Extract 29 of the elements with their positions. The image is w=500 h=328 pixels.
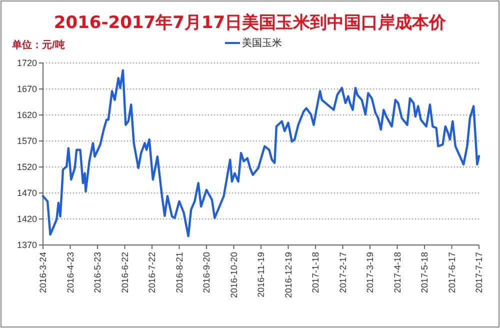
y-tick-label: 1370 [16, 240, 37, 250]
x-tick-label: 2017-1-18 [310, 252, 321, 294]
x-tick-label: 2016-8-21 [174, 252, 184, 294]
y-tick-label: 1670 [16, 84, 37, 94]
x-tick-label: 2017-4-18 [392, 252, 402, 294]
x-tick-label: 2016-4-23 [65, 252, 76, 294]
x-tick-label: 2017-6-17 [446, 252, 457, 294]
x-tick-label: 2016-12-19 [283, 252, 294, 298]
y-tick-label: 1570 [16, 136, 37, 146]
x-tick-label: 2016-10-20 [228, 252, 239, 298]
x-tick-label: 2017-3-19 [365, 252, 376, 294]
line-series [42, 69, 480, 238]
x-tick-label: 2016-9-20 [202, 252, 212, 294]
y-axis-title: 单位：元/吨 [11, 39, 65, 51]
y-tick-label: 1420 [16, 214, 37, 224]
x-tick-label: 2016-7-22 [147, 252, 158, 294]
y-tick-label: 1620 [16, 110, 37, 120]
x-tick-label: 2017-2-17 [338, 252, 348, 294]
x-tick-label: 2017-5-18 [420, 252, 430, 294]
y-tick-label: 1520 [16, 162, 37, 172]
x-tick-label: 2016-5-23 [92, 252, 103, 294]
y-tick-label: 1720 [16, 58, 37, 68]
legend-label: 美国玉米 [242, 37, 282, 49]
y-tick-label: 1470 [16, 188, 37, 198]
x-tick-label: 2016-11-19 [256, 252, 266, 298]
chart-title: 2016-2017年7月17日美国玉米到中国口岸成本价 [54, 13, 448, 33]
x-tick-label: 2016-3-24 [38, 252, 48, 294]
x-tick-label: 2017-7-17 [474, 252, 484, 294]
x-tick-label: 2016-6-22 [120, 252, 130, 294]
